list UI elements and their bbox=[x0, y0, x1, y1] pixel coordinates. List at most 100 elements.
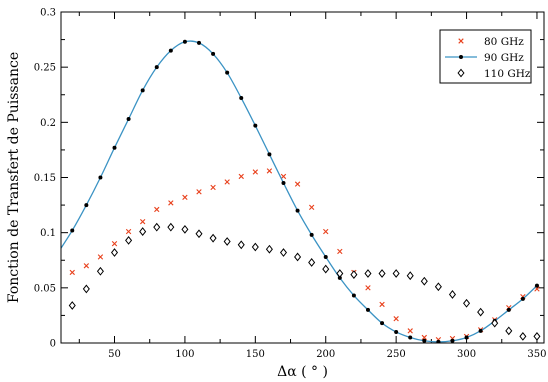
data-point bbox=[434, 282, 442, 292]
data-point bbox=[406, 271, 414, 281]
legend-marker bbox=[457, 68, 465, 78]
data-point bbox=[280, 173, 287, 180]
data-point bbox=[223, 237, 231, 246]
data-point bbox=[448, 290, 456, 299]
data-point bbox=[196, 189, 202, 195]
legend-entry: 90 GHz bbox=[445, 52, 524, 64]
legend: 80 GHz 90 GHz 110 GHz bbox=[439, 29, 532, 84]
data-point bbox=[112, 145, 117, 150]
legend-entry: 110 GHz bbox=[457, 68, 531, 80]
data-point bbox=[98, 175, 103, 180]
legend-label: 90 GHz bbox=[484, 52, 524, 64]
data-point bbox=[505, 326, 513, 336]
data-point bbox=[392, 269, 400, 278]
data-point bbox=[365, 307, 370, 312]
data-point bbox=[111, 241, 118, 247]
data-point bbox=[96, 266, 104, 276]
x-tick-label: 100 bbox=[175, 349, 194, 360]
data-point bbox=[364, 269, 372, 278]
data-point bbox=[195, 229, 203, 239]
data-point bbox=[68, 301, 76, 310]
data-point bbox=[408, 335, 413, 340]
data-point bbox=[393, 316, 399, 322]
data-point bbox=[139, 218, 146, 225]
data-point bbox=[322, 264, 330, 274]
data-point bbox=[253, 123, 258, 128]
data-point bbox=[351, 293, 356, 298]
data-point bbox=[267, 152, 272, 157]
data-point bbox=[464, 335, 469, 340]
axis-ticks: 0 0.05 0.1 0.15 0.2 0.25 0.3 50 100 150 200 250 300 3… bbox=[34, 8, 547, 361]
data-point bbox=[323, 254, 328, 259]
data-point bbox=[154, 65, 159, 70]
data-point bbox=[209, 233, 217, 243]
data-point bbox=[294, 252, 302, 262]
data-point bbox=[125, 228, 132, 235]
data-point bbox=[125, 235, 133, 245]
data-point bbox=[97, 254, 104, 260]
data-point bbox=[210, 184, 216, 191]
y-tick-label: 0.25 bbox=[34, 63, 56, 74]
data-point bbox=[139, 227, 147, 236]
y-tick-label: 0.2 bbox=[40, 118, 56, 129]
data-point bbox=[83, 263, 90, 269]
x-tick-label: 50 bbox=[108, 349, 121, 360]
data-point bbox=[251, 242, 259, 252]
data-point bbox=[70, 228, 75, 233]
data-point bbox=[380, 321, 385, 326]
x-tick-label: 350 bbox=[527, 349, 546, 360]
data-point bbox=[266, 168, 273, 174]
data-point bbox=[168, 200, 174, 206]
data-point bbox=[520, 296, 525, 301]
data-point bbox=[211, 51, 216, 56]
data-point bbox=[450, 338, 455, 343]
data-point bbox=[421, 334, 427, 341]
data-point bbox=[69, 269, 75, 276]
legend-label: 80 GHz bbox=[484, 36, 524, 48]
data-point bbox=[238, 173, 244, 180]
data-point bbox=[337, 248, 343, 255]
data-point bbox=[378, 269, 386, 278]
data-point bbox=[167, 222, 175, 232]
data-point bbox=[224, 179, 230, 185]
data-point bbox=[309, 232, 314, 237]
y-axis-label: Fonction de Transfert de Puissance bbox=[6, 52, 22, 303]
data-point bbox=[82, 284, 90, 294]
data-point bbox=[140, 88, 145, 93]
data-point bbox=[56, 251, 60, 255]
data-point bbox=[225, 70, 230, 75]
y-tick-label: 0.3 bbox=[40, 8, 56, 19]
data-point bbox=[337, 275, 342, 280]
data-point bbox=[279, 248, 288, 257]
data-point bbox=[168, 48, 173, 53]
data-point bbox=[181, 224, 189, 234]
data-point bbox=[336, 269, 344, 278]
plot-frame bbox=[60, 11, 545, 344]
y-tick-label: 0 bbox=[50, 339, 56, 350]
data-point bbox=[394, 329, 399, 334]
legend-entry: 80 GHz bbox=[458, 36, 524, 48]
data-point bbox=[237, 240, 245, 250]
data-point bbox=[323, 228, 329, 235]
x-tick-label: 200 bbox=[316, 349, 335, 360]
data-point bbox=[519, 331, 527, 341]
data-point bbox=[110, 248, 119, 257]
x-tick-label: 250 bbox=[387, 349, 406, 360]
legend-marker bbox=[459, 55, 463, 59]
data-point bbox=[491, 318, 499, 328]
x-axis-label: Δα ( ° ) bbox=[277, 364, 328, 380]
legend-label: 110 GHz bbox=[484, 68, 531, 80]
y-tick-label: 0.1 bbox=[40, 228, 56, 239]
y-tick-label: 0.15 bbox=[34, 173, 56, 184]
x-tick-label: 150 bbox=[246, 349, 265, 360]
data-point bbox=[281, 181, 286, 186]
data-point bbox=[265, 244, 273, 254]
data-point bbox=[422, 338, 427, 343]
legend-marker bbox=[458, 38, 464, 44]
data-point bbox=[84, 203, 89, 208]
data-point bbox=[182, 39, 187, 44]
data-point bbox=[379, 301, 385, 308]
data-point bbox=[463, 298, 471, 308]
data-point bbox=[365, 285, 371, 291]
